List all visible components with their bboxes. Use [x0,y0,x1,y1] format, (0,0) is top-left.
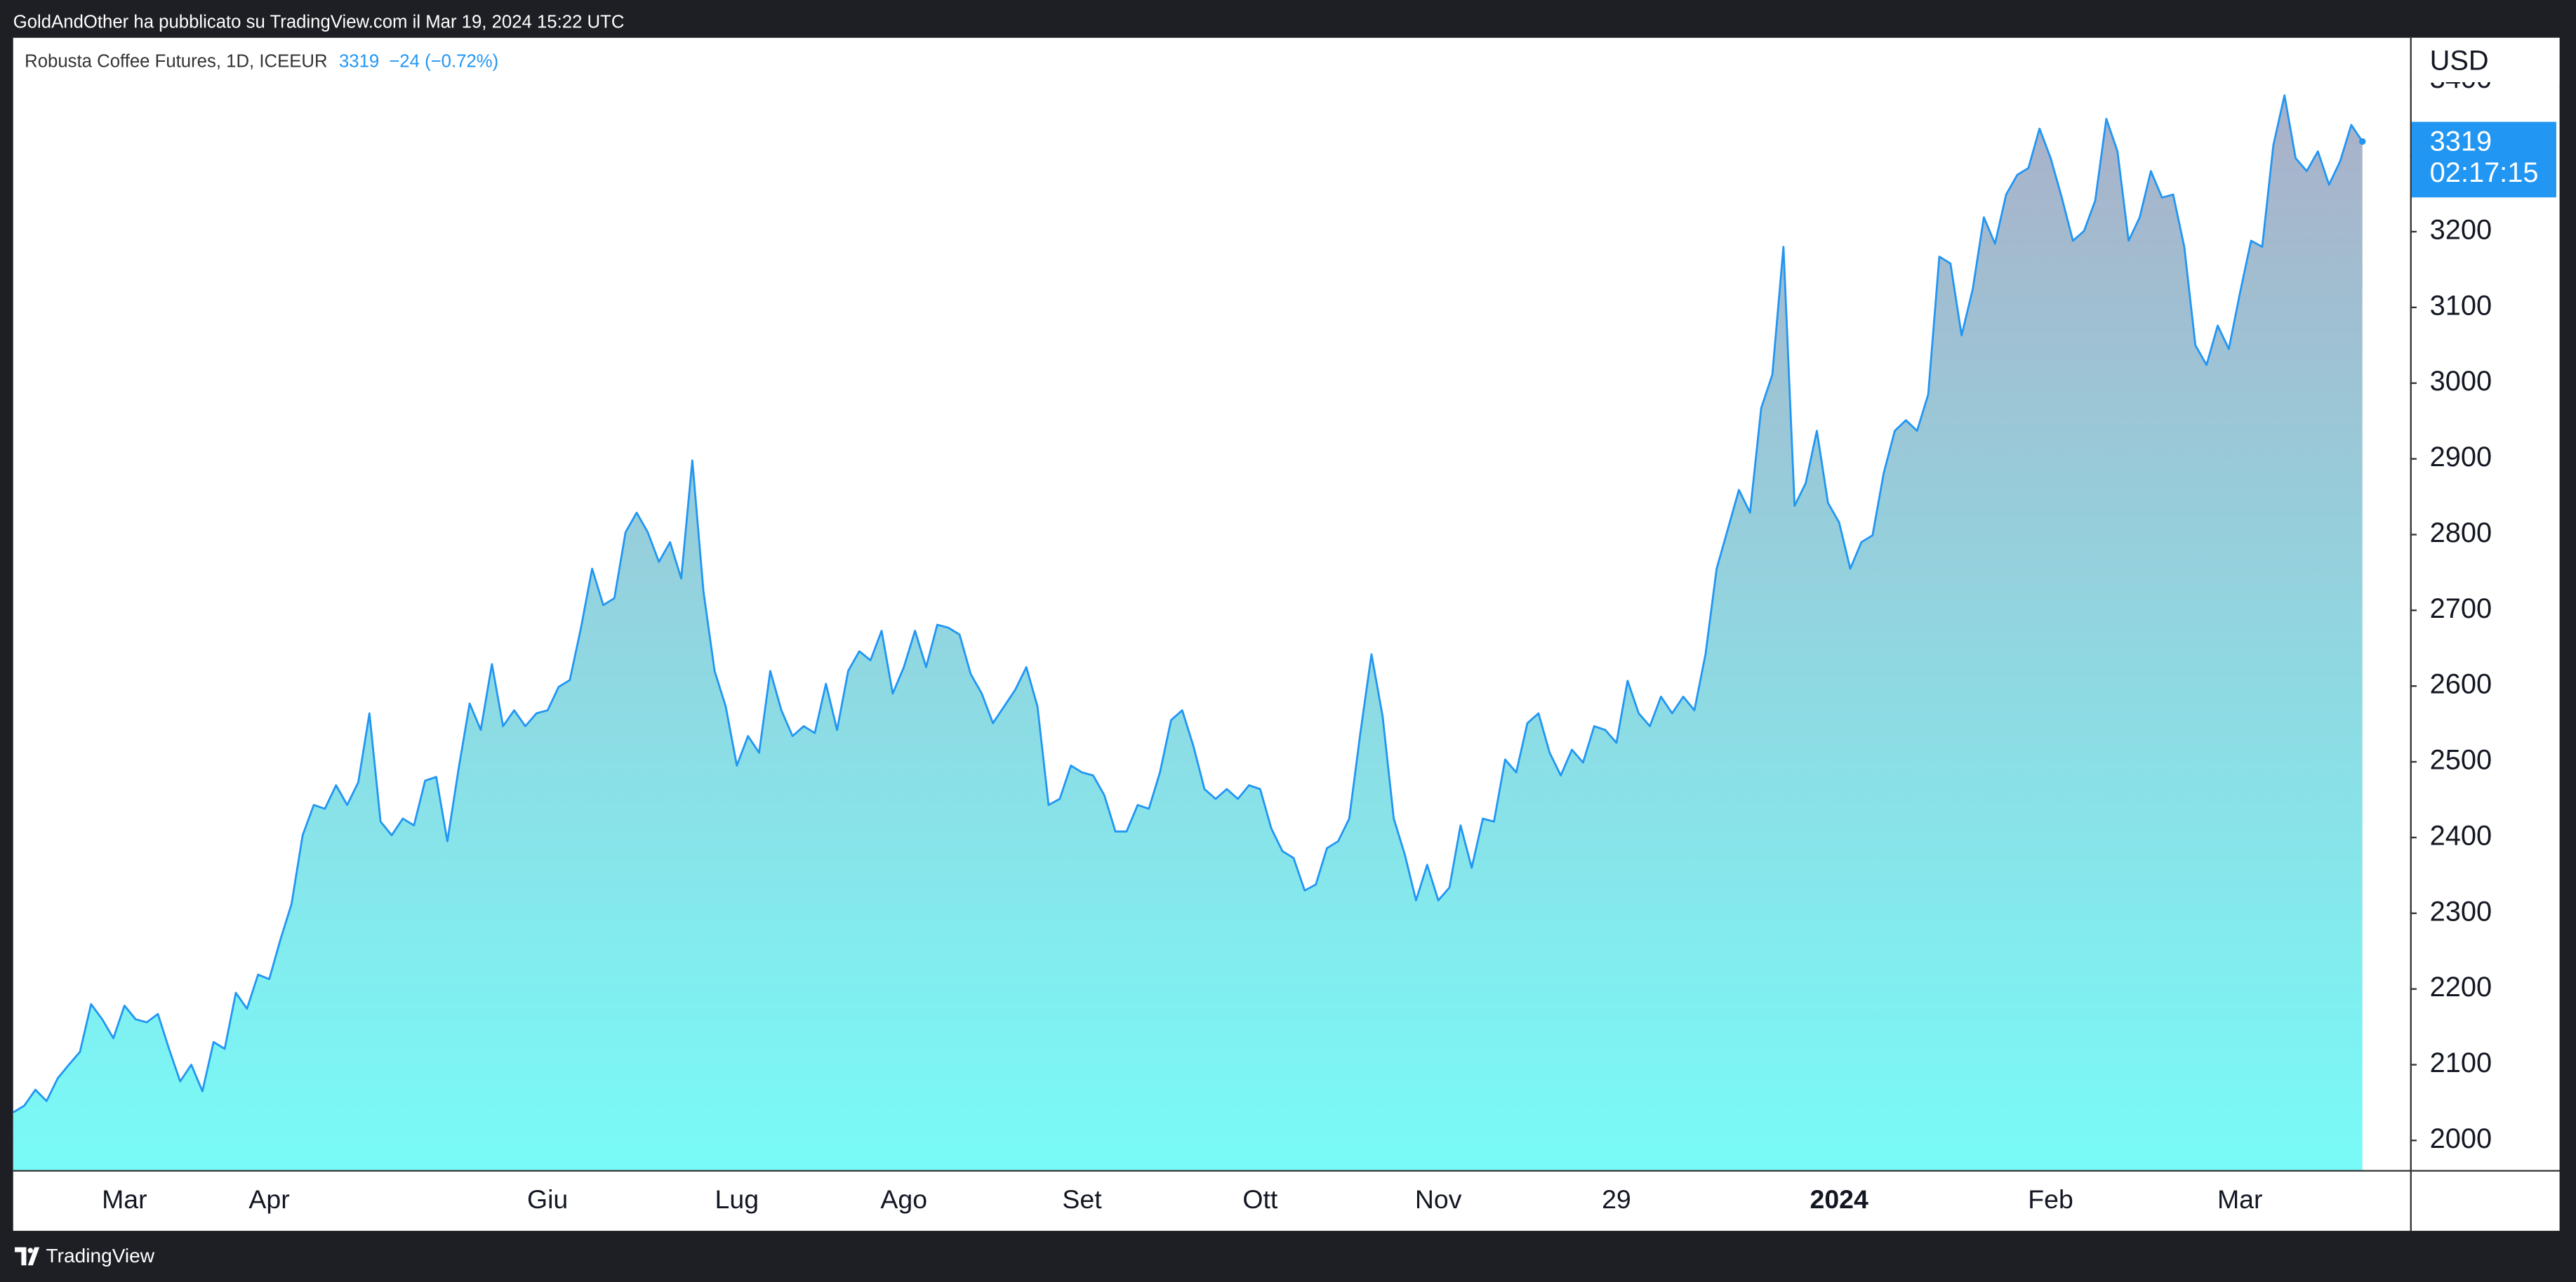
footer-logo [15,1247,40,1266]
y-tick-label: 2600 [2430,669,2492,700]
currency-box [2411,37,2560,83]
y-tick-label: 2400 [2430,820,2492,851]
price-label-value: 3319 [2430,126,2492,157]
x-tick-label: 2024 [1810,1184,1868,1214]
currency-label: USD [2430,45,2489,76]
y-tick-label: 2200 [2430,972,2492,1003]
y-tick-label: 2100 [2430,1048,2492,1078]
y-tick-label: 3100 [2430,290,2492,321]
price-line [13,94,2363,1114]
x-tick-label: Giu [527,1184,568,1214]
header-text: GoldAndOther ha pubblicato su TradingVie… [13,13,625,32]
y-tick-label: 2700 [2430,593,2492,624]
legend-title: Robusta Coffee Futures, 1D, ICEEUR [25,52,327,72]
legend-change: −24 (−0.72%) [389,52,498,72]
y-tick-label: 3000 [2430,366,2492,397]
y-tick-label: 2000 [2430,1123,2492,1154]
x-tick-label: Set [1062,1184,1102,1214]
last-point [2359,138,2366,145]
x-tick-label: Apr [248,1184,289,1214]
time-axis: Mar Apr Giu Lug Ago Set Ott Nov 29 2024 Feb Mar [102,1184,2262,1214]
x-tick-label: Ago [880,1184,927,1214]
y-tick-label: 3200 [2430,214,2492,245]
x-tick-label: Ott [1242,1184,1278,1214]
area-fill [13,95,2363,1170]
y-tick-label: 2800 [2430,517,2492,548]
x-tick-label: 29 [1602,1184,1631,1214]
x-tick-label: Lug [715,1184,759,1214]
x-tick-label: Feb [2028,1184,2073,1214]
x-tick-label: Mar [102,1184,147,1214]
x-tick-label: Nov [1415,1184,1462,1214]
y-tick-label: 2900 [2430,442,2492,473]
y-tick-label: 2500 [2430,745,2492,776]
y-tick-label: 2300 [2430,896,2492,927]
price-label-box [2411,121,2556,198]
footer-brand: TradingView [46,1245,155,1267]
legend-last: 3319 [339,52,379,72]
x-tick-label: Mar [2217,1184,2262,1214]
price-label-countdown: 02:17:15 [2430,157,2539,188]
plot-area [13,94,2366,1170]
